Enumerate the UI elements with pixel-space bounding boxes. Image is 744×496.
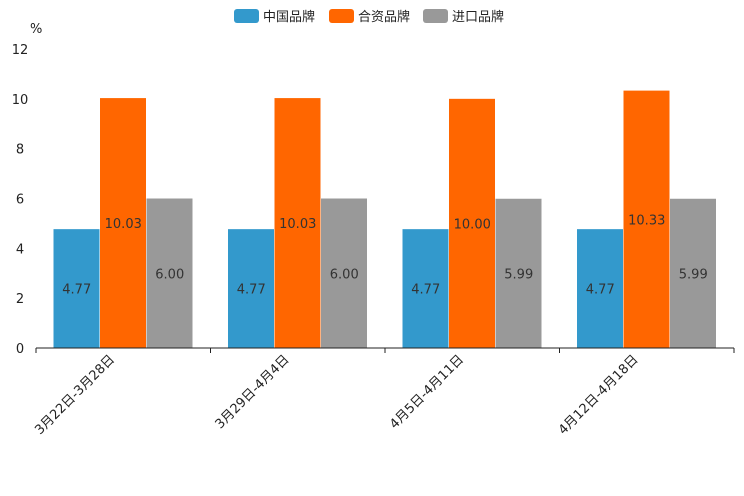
bar xyxy=(402,229,449,348)
x-tick-label: 3月22日-3月28日 xyxy=(32,352,118,438)
bar xyxy=(146,198,193,348)
bar xyxy=(449,98,495,348)
bars xyxy=(53,90,716,349)
data-label: 4.77 xyxy=(586,283,615,298)
data-label: 6.00 xyxy=(330,267,359,282)
y-tick-label: 2 xyxy=(16,292,24,307)
bar xyxy=(321,198,367,348)
data-label: 5.99 xyxy=(679,267,708,282)
data-label: 10.03 xyxy=(105,217,142,232)
data-label: 4.77 xyxy=(411,283,440,298)
bar xyxy=(228,229,274,348)
bar xyxy=(670,198,716,348)
legend-label: 进口品牌 xyxy=(452,9,504,25)
data-label: 5.99 xyxy=(504,267,533,282)
bar xyxy=(53,229,100,348)
legend-label: 合资品牌 xyxy=(358,9,410,25)
x-tick-label: 4月12日-4月18日 xyxy=(556,352,642,438)
bar xyxy=(577,229,623,348)
legend: 中国品牌 合资品牌 进口品牌 xyxy=(234,9,504,25)
x-tick-label: 4月5日-4月11日 xyxy=(387,352,467,432)
data-label: 4.77 xyxy=(62,283,91,298)
legend-swatch xyxy=(423,9,448,23)
y-tick-label: 6 xyxy=(16,193,24,208)
data-label: 4.77 xyxy=(237,283,266,298)
y-tick-label: 12 xyxy=(12,43,29,58)
bar xyxy=(100,98,146,348)
data-label: 10.33 xyxy=(628,213,665,228)
data-label: 10.03 xyxy=(279,217,316,232)
x-axis: 3月22日-3月28日 3月29日-4月4日 4月5日-4月11日 4月12日-4月1… xyxy=(32,348,735,438)
y-tick-label: 10 xyxy=(12,93,29,108)
legend-swatch xyxy=(234,9,259,23)
bar xyxy=(274,98,321,348)
y-tick-label: 4 xyxy=(16,242,24,257)
data-label: 6.00 xyxy=(155,267,184,282)
bar xyxy=(495,198,542,348)
y-tick-label: 0 xyxy=(16,342,24,357)
y-axis: 0 2 4 6 8 10 12 xyxy=(12,43,29,357)
data-label: 10.00 xyxy=(454,217,491,232)
y-unit-label: % xyxy=(30,22,42,37)
legend-swatch xyxy=(329,9,354,23)
bar xyxy=(623,90,670,349)
legend-label: 中国品牌 xyxy=(263,9,315,25)
y-tick-label: 8 xyxy=(16,143,24,158)
data-labels: 4.77 4.77 4.77 4.77 10.03 10.03 10.00 10.33 6.00… xyxy=(62,213,707,297)
x-tick-label: 3月29日-4月4日 xyxy=(213,352,293,432)
